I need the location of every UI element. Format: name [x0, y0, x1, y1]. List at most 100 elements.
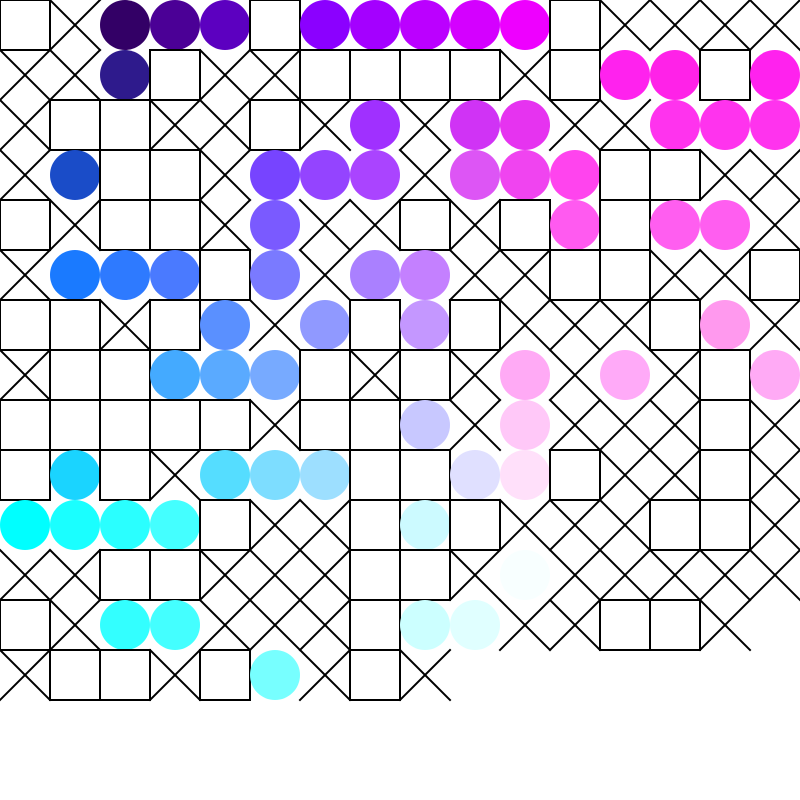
cross-tile	[748, 148, 800, 202]
cross-tile	[448, 348, 502, 402]
tiles	[0, 0, 800, 702]
circle-tile	[250, 200, 300, 250]
cross-tile	[548, 498, 602, 552]
cross-tile	[548, 298, 602, 352]
cross-tile	[298, 598, 352, 652]
cross-tile	[398, 648, 452, 702]
cross-tile	[348, 198, 402, 252]
circle-tile	[700, 200, 750, 250]
cross-tile	[298, 198, 352, 252]
circle-tile	[700, 100, 750, 150]
cross-tile	[698, 598, 752, 652]
cross-tile	[598, 398, 652, 452]
circle-tile	[400, 600, 450, 650]
cross-tile	[0, 248, 52, 302]
square-tile	[199, 499, 251, 551]
square-tile	[449, 499, 501, 551]
cross-tile	[48, 0, 102, 52]
square-tile	[149, 49, 201, 101]
circle-tile	[700, 300, 750, 350]
cross-tile	[598, 498, 652, 552]
cross-tile	[698, 148, 752, 202]
circle-tile	[400, 250, 450, 300]
cross-tile	[298, 648, 352, 702]
cross-tile	[648, 398, 702, 452]
cross-tile	[748, 0, 800, 52]
square-tile	[0, 599, 51, 651]
square-tile	[699, 499, 751, 551]
square-tile	[599, 249, 651, 301]
cross-tile	[248, 598, 302, 652]
cross-tile	[698, 548, 752, 602]
circle-tile	[150, 250, 200, 300]
cross-tile	[0, 348, 52, 402]
cross-tile	[248, 498, 302, 552]
cross-tile	[0, 148, 52, 202]
circle-tile	[300, 450, 350, 500]
cross-tile	[748, 498, 800, 552]
circle-tile	[450, 100, 500, 150]
cross-tile	[0, 548, 52, 602]
circle-tile	[200, 450, 250, 500]
circle-tile	[300, 300, 350, 350]
circle-tile	[250, 650, 300, 700]
cross-tile	[348, 348, 402, 402]
circle-tile	[650, 200, 700, 250]
cross-tile	[198, 48, 252, 102]
cross-tile	[498, 298, 552, 352]
cross-tile	[298, 548, 352, 602]
cross-tile	[598, 448, 652, 502]
square-tile	[749, 249, 800, 301]
cross-tile	[148, 98, 202, 152]
circle-tile	[250, 350, 300, 400]
circle-tile	[750, 100, 800, 150]
circle-tile	[400, 400, 450, 450]
cross-tile	[248, 398, 302, 452]
cross-tile	[748, 398, 800, 452]
circle-tile	[50, 150, 100, 200]
circle-tile	[550, 200, 600, 250]
circle-tile	[650, 50, 700, 100]
cross-tile	[648, 0, 702, 52]
circle-tile	[100, 50, 150, 100]
cross-tile	[398, 98, 452, 152]
cross-tile	[698, 248, 752, 302]
cross-tile	[198, 598, 252, 652]
square-tile	[449, 299, 501, 351]
cross-tile	[598, 548, 652, 602]
circle-tile	[100, 600, 150, 650]
circle-tile	[500, 400, 550, 450]
circle-tile	[150, 350, 200, 400]
square-tile	[649, 599, 701, 651]
circle-tile	[200, 300, 250, 350]
circle-tile	[150, 0, 200, 50]
cross-tile	[648, 248, 702, 302]
circle-tile	[300, 0, 350, 50]
cross-tile	[698, 0, 752, 52]
cross-tile	[48, 598, 102, 652]
circle-tile	[400, 500, 450, 550]
cross-tile	[548, 548, 602, 602]
cross-tile	[198, 98, 252, 152]
circle-tile	[350, 0, 400, 50]
cross-tile	[148, 648, 202, 702]
cross-tile	[648, 548, 702, 602]
cross-tile	[498, 48, 552, 102]
cross-tile	[748, 298, 800, 352]
circle-tile	[750, 50, 800, 100]
cross-tile	[148, 448, 202, 502]
circle-tile	[500, 550, 550, 600]
square-tile	[99, 649, 151, 701]
cross-tile	[198, 148, 252, 202]
circle-tile	[100, 0, 150, 50]
cross-tile	[498, 248, 552, 302]
circle-tile	[650, 100, 700, 150]
circle-tile	[600, 350, 650, 400]
circle-tile	[400, 300, 450, 350]
cross-tile	[298, 98, 352, 152]
cross-tile	[248, 298, 302, 352]
cross-tile	[298, 248, 352, 302]
cross-tile	[598, 0, 652, 52]
circle-tile	[500, 350, 550, 400]
